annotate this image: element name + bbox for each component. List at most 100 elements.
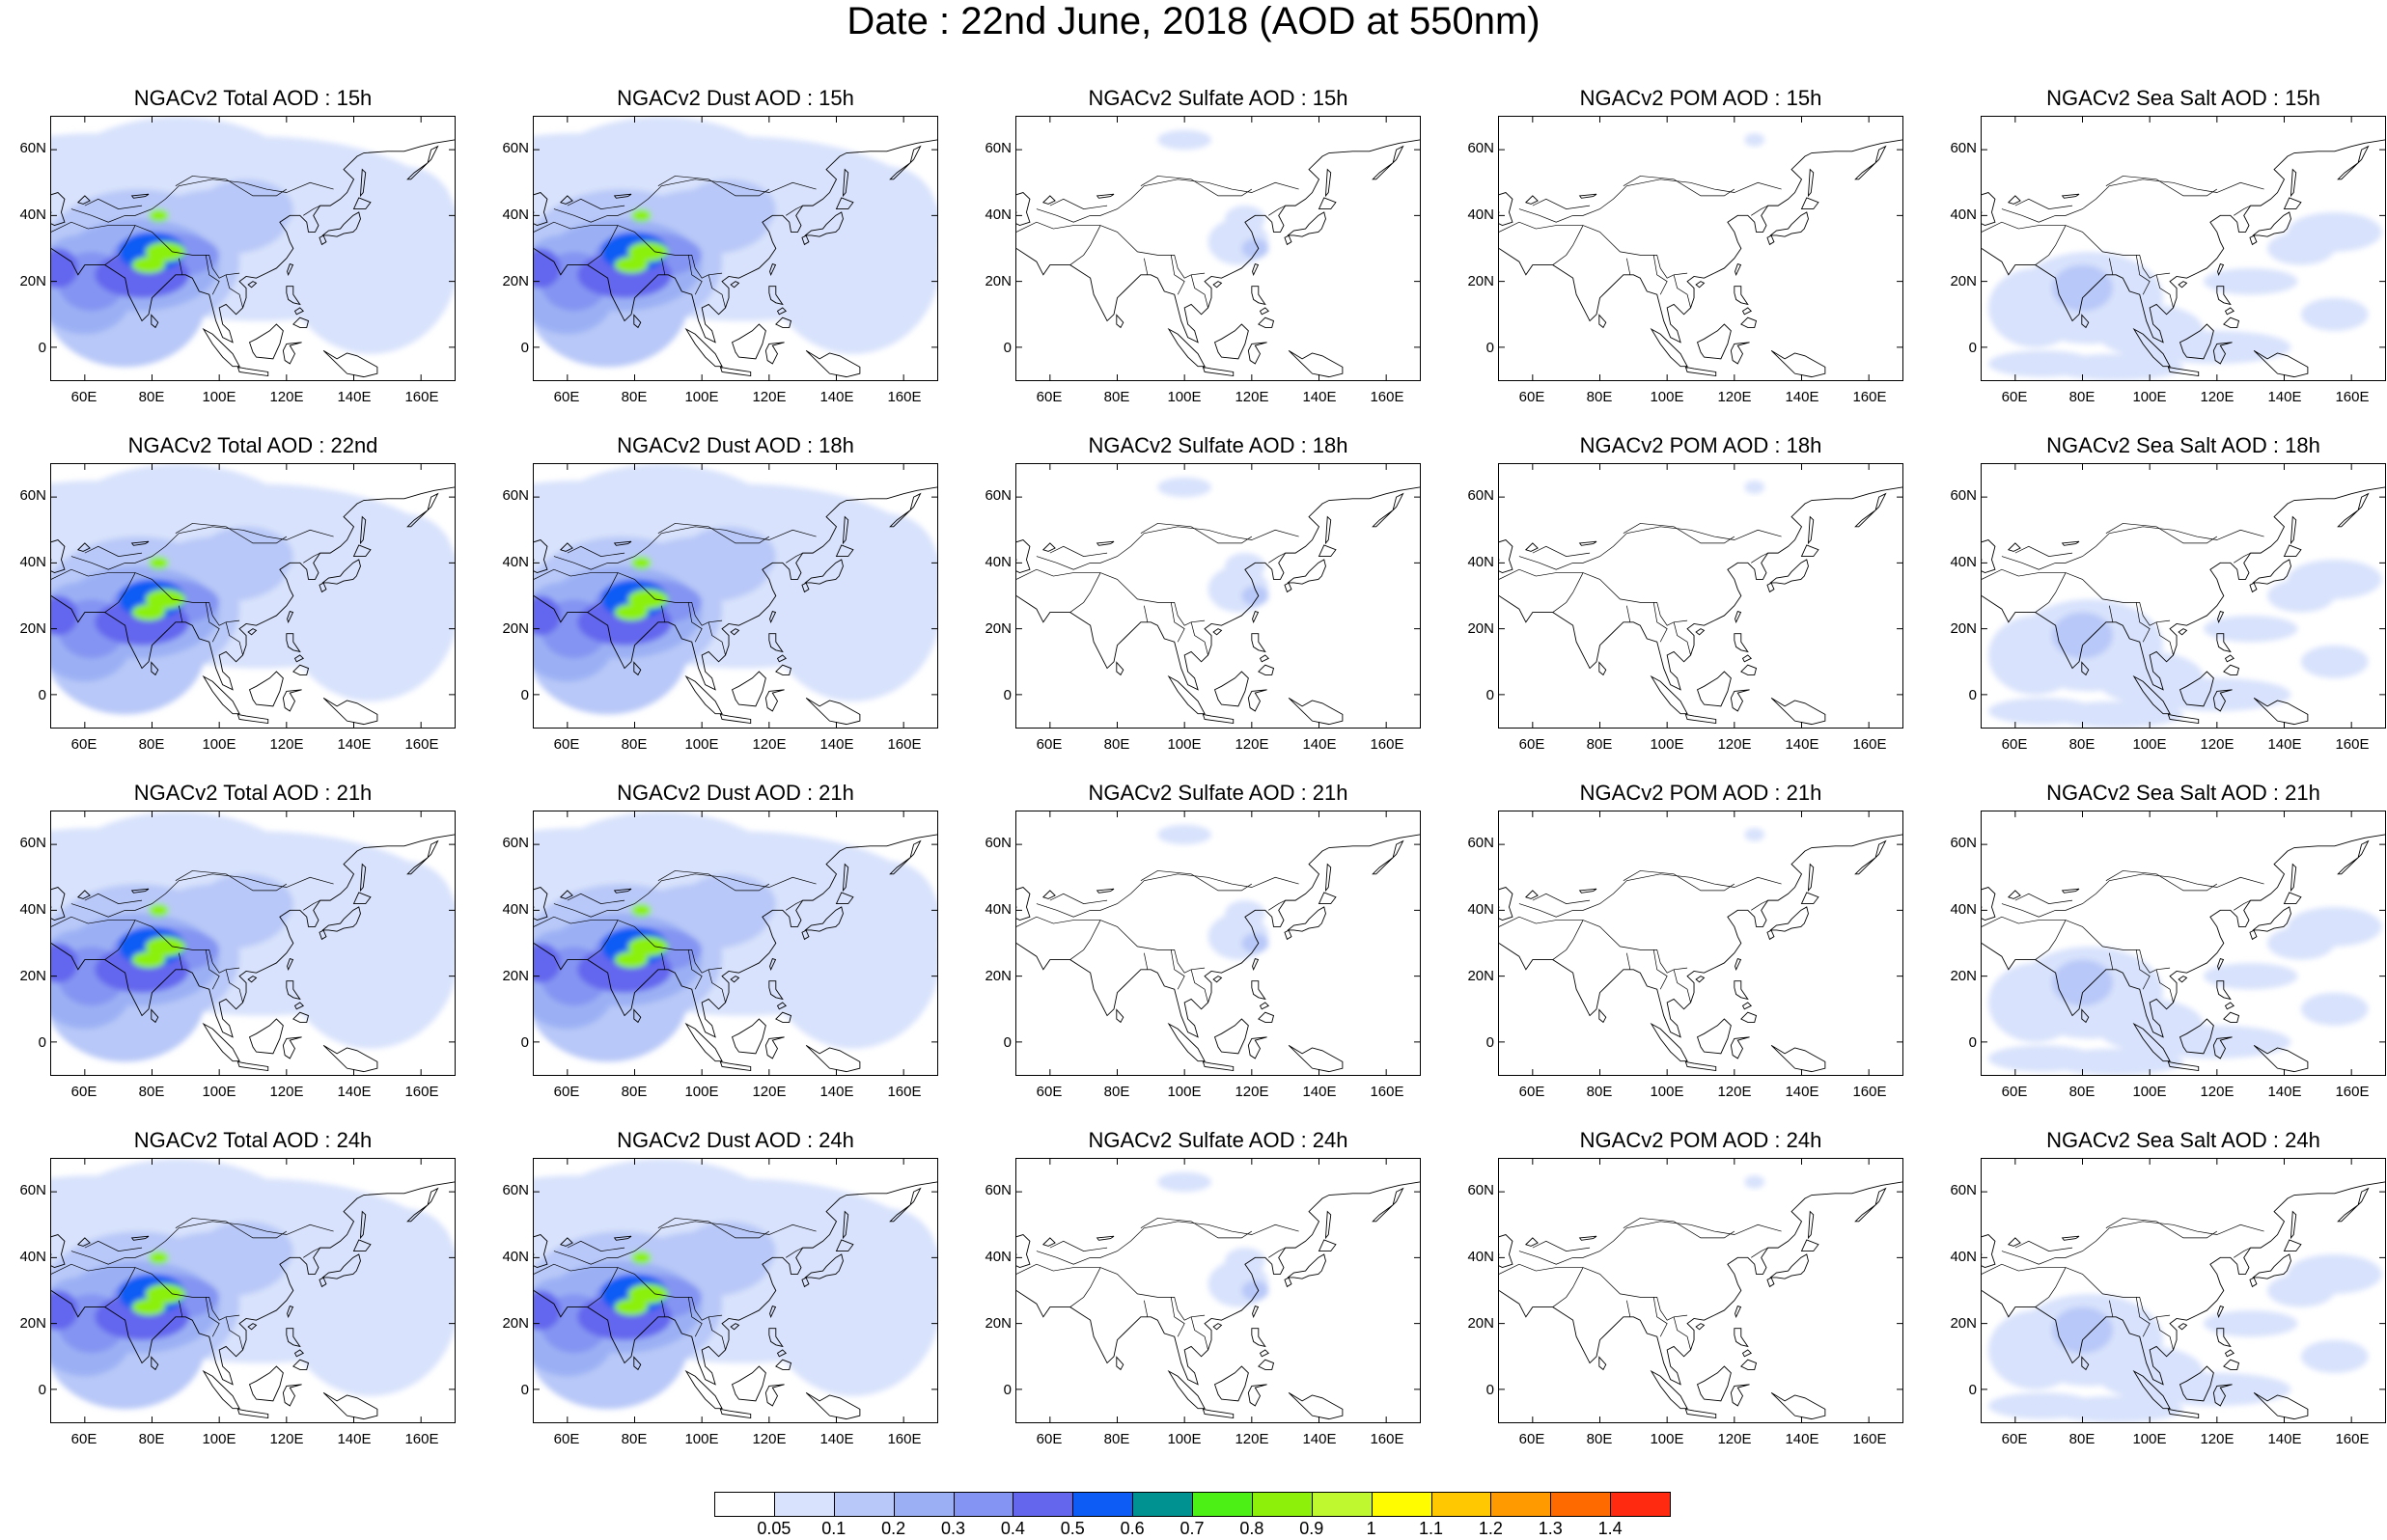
coastline: [2223, 1011, 2240, 1023]
lon-tick-label: 140E: [819, 389, 854, 405]
coastline: [321, 1253, 361, 1279]
coastline: [1982, 1181, 2385, 1386]
coastline: [776, 307, 788, 316]
coastline: [202, 327, 240, 368]
coastline: [179, 258, 183, 275]
coastline: [889, 145, 922, 180]
coastline: [51, 192, 66, 227]
aod-field: [2203, 1309, 2298, 1337]
coastline: [2167, 713, 2200, 725]
lon-tick-label: 80E: [2068, 1431, 2096, 1447]
coastline: [786, 205, 803, 216]
coastline: [769, 263, 777, 277]
coastline: [248, 1365, 284, 1402]
coastline: [1525, 890, 1539, 899]
coastline: [292, 664, 310, 675]
lat-tick-label: 0: [38, 686, 46, 703]
coastline: [657, 1218, 770, 1239]
coastline: [179, 605, 183, 622]
lon-tick-label: 100E: [1650, 1084, 1684, 1100]
colorbar-swatch: [953, 1492, 1014, 1517]
aod-field: [353, 513, 455, 613]
lat-tick-label: 0: [38, 339, 46, 356]
coastline: [776, 1349, 788, 1358]
coastline: [303, 205, 320, 216]
coastline: [567, 198, 625, 209]
coastline: [406, 145, 439, 180]
lon-tick-label: 120E: [752, 1431, 787, 1447]
coastline: [560, 890, 573, 899]
aod-field: [1157, 824, 1212, 845]
coastline: [1769, 1253, 1809, 1279]
coastline: [2081, 1008, 2090, 1024]
colorbar-swatch: [1192, 1492, 1253, 1517]
lat-tick-label: 0: [1485, 686, 1494, 703]
coastline: [1769, 211, 1809, 237]
coastline: [2167, 1408, 2200, 1419]
coastline: [2167, 1060, 2200, 1072]
lat-tick-label: 20N: [985, 272, 1012, 289]
coastline: [1673, 969, 1691, 1004]
coastline: [835, 1239, 854, 1252]
aod-field: [149, 1251, 169, 1265]
coastline: [684, 1022, 723, 1062]
coastline: [560, 542, 573, 552]
coastline: [1318, 1239, 1337, 1252]
lon-tick-label: 160E: [1852, 1084, 1887, 1100]
panel-title: NGACv2 Dust AOD : 24h: [617, 1128, 854, 1152]
coastline: [1626, 258, 1631, 275]
coastline: [1247, 689, 1267, 712]
lat-tick-label: 0: [1003, 1381, 1012, 1398]
coastline: [236, 366, 269, 377]
coastline: [2283, 892, 2302, 905]
aod-field: [149, 903, 169, 918]
coastline: [2217, 263, 2225, 277]
map-plot-area: [1981, 116, 2386, 381]
coastline: [104, 920, 136, 960]
coastline: [1578, 888, 1597, 894]
coastline: [805, 1044, 861, 1073]
coastline: [708, 621, 726, 656]
colorbar-swatch: [1132, 1492, 1193, 1517]
coastline: [1807, 863, 1815, 893]
coastline: [730, 281, 740, 289]
lat-tick-label: 40N: [502, 901, 529, 919]
coastline: [2212, 342, 2233, 365]
coastline: [2061, 193, 2080, 199]
coastline: [1252, 611, 1260, 624]
coastline: [2223, 664, 2240, 675]
coastline: [1016, 1181, 1420, 1386]
map-panel: NGACv2 Sulfate AOD : 21h 60N 40N 20N 0 60E 80E…: [965, 780, 1448, 1108]
lat-tick-label: 40N: [985, 554, 1012, 571]
coastline: [708, 969, 726, 1004]
coastline: [1734, 980, 1749, 1001]
coastline: [205, 949, 220, 990]
lon-tick-label: 140E: [1785, 389, 1819, 405]
coastline: [1212, 976, 1223, 983]
coastline: [775, 664, 792, 675]
coastline: [286, 1328, 301, 1348]
panel-title: NGACv2 POM AOD : 21h: [1579, 781, 1822, 805]
lat-tick-label: 20N: [502, 619, 529, 637]
coastline: [567, 1240, 625, 1251]
coastline: [1213, 1018, 1249, 1055]
coastline: [553, 1221, 817, 1265]
coastline: [1499, 139, 1902, 344]
lon-tick-label: 140E: [1785, 1431, 1819, 1447]
coastline: [2283, 197, 2302, 210]
aod-field: [1987, 698, 2096, 725]
coastline: [51, 1234, 66, 1269]
coastline: [1684, 1060, 1717, 1072]
aod-field: [695, 248, 898, 315]
coastline: [175, 870, 288, 892]
colorbar-label: 0.1: [821, 1519, 847, 1538]
map-svg: [1982, 811, 2385, 1075]
coastline: [657, 870, 770, 892]
coastline: [1288, 349, 1344, 378]
coastline: [661, 952, 666, 970]
aod-field: [145, 589, 186, 610]
coastline: [282, 1384, 302, 1407]
lon-tick-label: 100E: [684, 1084, 719, 1100]
coastline: [1730, 1384, 1750, 1407]
aod-field: [145, 936, 186, 957]
